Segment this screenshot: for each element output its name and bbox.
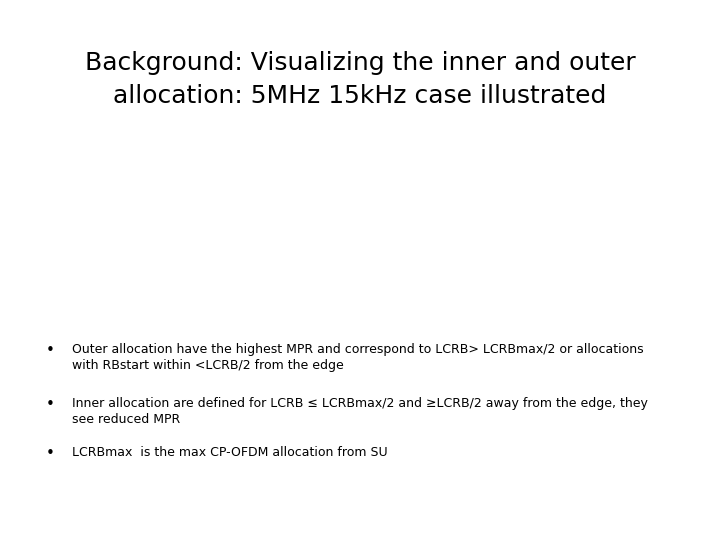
Text: LCRBmax  is the max CP-OFDM allocation from SU: LCRBmax is the max CP-OFDM allocation fr… — [72, 446, 387, 458]
Text: •: • — [46, 446, 55, 461]
Text: Inner allocation are defined for LCRB ≤ LCRBmax/2 and ≥LCRB/2 away from the edge: Inner allocation are defined for LCRB ≤ … — [72, 397, 648, 427]
Text: •: • — [46, 343, 55, 358]
Text: Background: Visualizing the inner and outer: Background: Visualizing the inner and ou… — [85, 51, 635, 75]
Text: Outer allocation have the highest MPR and correspond to LCRB> LCRBmax/2 or alloc: Outer allocation have the highest MPR an… — [72, 343, 644, 373]
Text: allocation: 5MHz 15kHz case illustrated: allocation: 5MHz 15kHz case illustrated — [113, 84, 607, 107]
Text: •: • — [46, 397, 55, 412]
